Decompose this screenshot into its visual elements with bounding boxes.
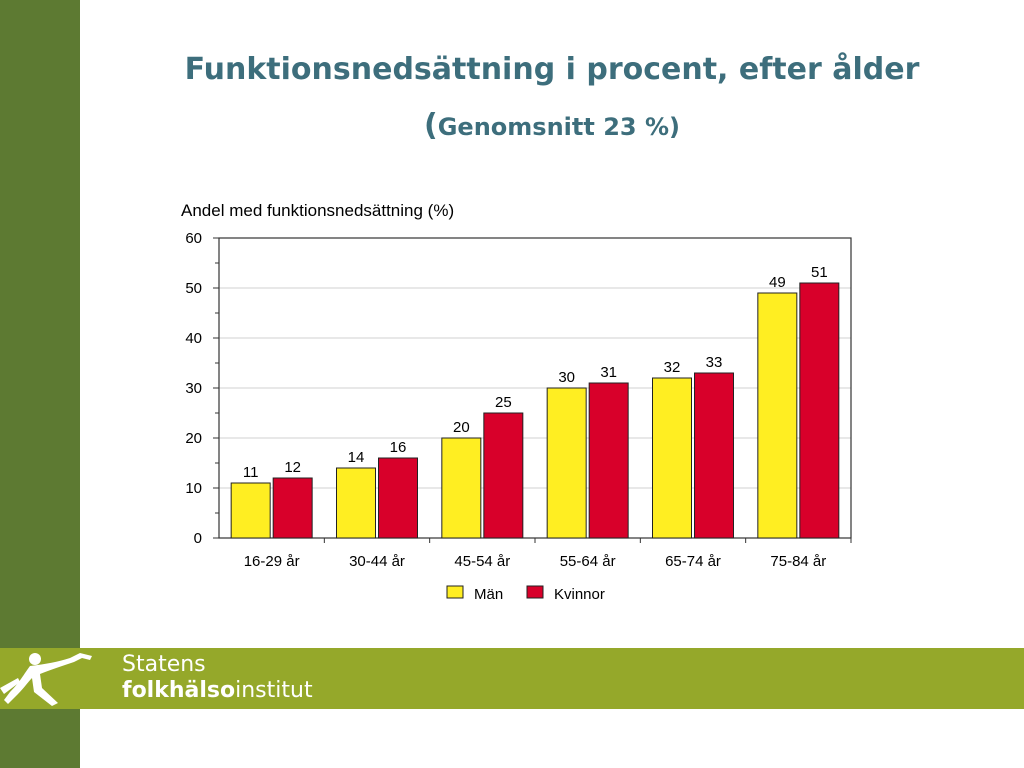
subtitle-text: Genomsnitt 23 %) xyxy=(437,113,680,141)
logo-text-statens: Statens xyxy=(122,652,206,677)
bar xyxy=(799,282,840,539)
bar-value-label: 49 xyxy=(769,274,786,291)
bar xyxy=(694,372,734,539)
y-axis-label: Andel med funktionsnedsättning (%) xyxy=(181,201,454,220)
bar xyxy=(272,477,313,539)
slide-subtitle: (Genomsnitt 23 %) xyxy=(80,108,1024,143)
bar-value-label: 20 xyxy=(453,419,470,436)
footer-band xyxy=(0,648,1024,709)
bar xyxy=(441,437,482,539)
slide-title: Funktionsnedsättning i procent, efter ål… xyxy=(184,52,920,87)
legend-swatch xyxy=(446,585,464,599)
bar-value-label: 32 xyxy=(664,359,681,376)
x-tick-label: 16-29 år xyxy=(244,553,300,570)
x-tick-label: 55-64 år xyxy=(560,553,616,570)
x-tick-label: 75-84 år xyxy=(770,553,826,570)
x-tick-label: 30-44 år xyxy=(349,553,405,570)
bar-chart: Andel med funktionsnedsättning (%) 0 10 20 3… xyxy=(181,201,852,603)
legend-label: Män xyxy=(474,586,503,603)
bar-value-label: 16 xyxy=(390,439,407,456)
legend-swatch xyxy=(526,585,544,599)
logo-text-folkhalsoinstitut: folkhälsoinstitut xyxy=(122,678,313,703)
bar xyxy=(652,377,692,539)
bar xyxy=(546,387,587,539)
subtitle-open-paren: ( xyxy=(424,108,438,143)
bar xyxy=(336,467,376,539)
logo-text-bold: folkhälso xyxy=(122,678,236,703)
bar xyxy=(757,292,798,539)
y-tick-label: 50 xyxy=(185,280,202,297)
x-tick-label: 45-54 år xyxy=(454,553,510,570)
bar-value-label: 33 xyxy=(706,354,723,371)
logo-text-regular: institut xyxy=(235,678,313,703)
sidebar-decoration xyxy=(0,0,80,768)
y-tick-label: 40 xyxy=(185,330,202,347)
bar-value-label: 31 xyxy=(600,364,617,381)
x-tick-label: 65-74 år xyxy=(665,553,721,570)
logo-figure-icon xyxy=(0,653,92,706)
bar xyxy=(588,382,629,539)
bar xyxy=(378,457,418,539)
bar-value-label: 51 xyxy=(811,264,828,281)
y-tick-label: 60 xyxy=(185,230,202,247)
bar-value-label: 12 xyxy=(284,459,301,476)
y-tick-label: 30 xyxy=(185,380,202,397)
bar-value-label: 14 xyxy=(348,449,365,466)
bar-value-label: 30 xyxy=(558,369,575,386)
bar-value-label: 25 xyxy=(495,394,512,411)
bar xyxy=(230,482,271,539)
bar xyxy=(483,412,524,539)
bar-value-label: 11 xyxy=(243,464,259,481)
y-tick-label: 20 xyxy=(185,430,202,447)
legend-label: Kvinnor xyxy=(554,586,605,603)
y-tick-label: 0 xyxy=(194,530,202,547)
y-tick-label: 10 xyxy=(185,480,202,497)
